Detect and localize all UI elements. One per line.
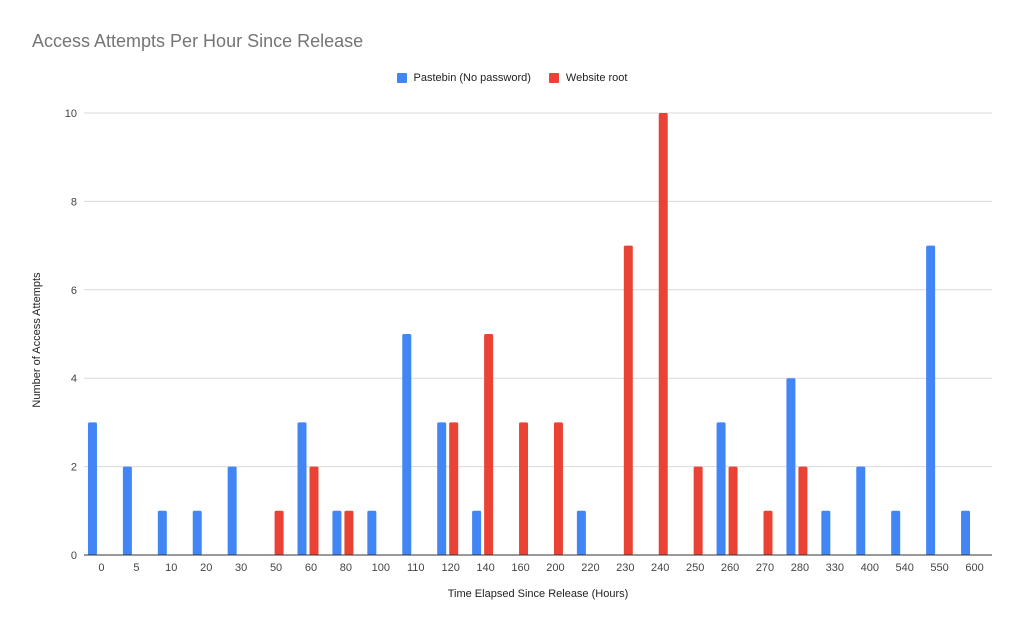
legend: Pastebin (No password) Website root [0,72,1024,84]
bar-pastebin[interactable] [891,510,901,555]
legend-item-website-root[interactable]: Website root [548,72,628,84]
x-tick-label: 160 [511,562,529,574]
x-tick-label: 330 [826,562,844,574]
x-tick-label: 30 [235,562,247,574]
x-tick-label: 280 [791,562,809,574]
x-tick-label: 100 [372,562,390,574]
bar-pastebin[interactable] [122,466,132,555]
bar-website-root[interactable] [274,510,284,555]
y-tick-label: 10 [65,108,77,120]
x-tick-label: 550 [930,562,948,574]
bar-pastebin[interactable] [367,510,377,555]
chart-title: Access Attempts Per Hour Since Release [32,31,364,51]
bar-pastebin[interactable] [437,422,447,555]
x-tick-label: 5 [133,562,139,574]
x-tick-label: 250 [686,562,704,574]
x-axis-label: Time Elapsed Since Release (Hours) [447,588,629,600]
bar-pastebin[interactable] [87,422,97,555]
x-tick-label: 80 [340,562,352,574]
bar-website-root[interactable] [484,334,494,555]
x-tick-label: 230 [616,562,634,574]
bar-pastebin[interactable] [856,466,866,555]
x-tick-label: 200 [546,562,564,574]
bar-pastebin[interactable] [472,510,482,555]
bar-website-root[interactable] [623,245,633,555]
legend-label-website-root: Website root [565,72,628,84]
x-tick-label: 20 [200,562,212,574]
bar-website-root[interactable] [763,510,773,555]
x-tick-label: 50 [270,562,282,574]
bar-pastebin[interactable] [926,245,936,555]
bar-pastebin[interactable] [716,422,726,555]
x-tick-label: 120 [442,562,460,574]
bar-website-root[interactable] [553,422,563,555]
bar-website-root[interactable] [344,510,354,555]
bar-website-root[interactable] [798,466,808,555]
bar-pastebin[interactable] [576,510,586,555]
bar-website-root[interactable] [449,422,459,555]
x-tick-label: 260 [721,562,739,574]
y-tick-label: 2 [71,462,77,474]
bar-pastebin[interactable] [332,510,342,555]
x-tick-label: 220 [581,562,599,574]
bar-pastebin[interactable] [786,378,796,555]
x-tick-label: 140 [476,562,494,574]
x-tick-label: 540 [896,562,914,574]
bar-pastebin[interactable] [157,510,167,555]
x-tick-label: 600 [965,562,983,574]
bar-pastebin[interactable] [227,466,237,555]
bar-website-root[interactable] [658,113,668,555]
x-tick-label: 10 [165,562,177,574]
bar-pastebin[interactable] [821,510,831,555]
x-tick-label: 270 [756,562,774,574]
bar-pastebin[interactable] [402,334,412,555]
legend-swatch-website-root [548,73,559,83]
bar-website-root[interactable] [728,466,738,555]
legend-item-pastebin[interactable]: Pastebin (No password) [396,72,531,84]
bar-website-root[interactable] [309,466,319,555]
x-tick-label: 110 [407,562,425,574]
y-tick-label: 6 [71,285,77,297]
legend-label-pastebin: Pastebin (No password) [413,72,531,84]
x-tick-label: 400 [861,562,879,574]
bar-website-root[interactable] [693,466,703,555]
y-tick-label: 0 [71,550,77,562]
bar-pastebin[interactable] [192,510,202,555]
x-tick-label: 60 [305,562,317,574]
bar-pastebin[interactable] [961,510,971,555]
y-tick-label: 8 [71,196,77,208]
legend-swatch-pastebin [396,73,407,83]
bar-pastebin[interactable] [297,422,307,555]
x-tick-label: 0 [98,562,104,574]
x-tick-label: 240 [651,562,669,574]
y-tick-label: 4 [71,373,77,385]
bar-website-root[interactable] [519,422,529,555]
